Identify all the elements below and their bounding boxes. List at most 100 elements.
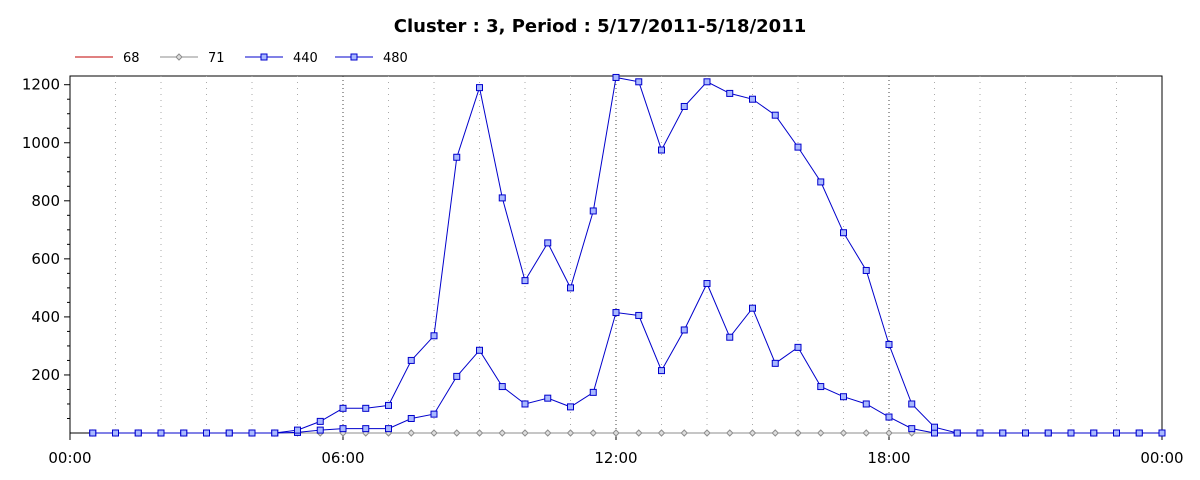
data-point-480 (999, 429, 1007, 437)
legend-label: 68 (123, 51, 140, 66)
data-point-71 (726, 429, 734, 437)
data-point-440 (771, 359, 779, 367)
data-point-480 (294, 426, 301, 434)
data-point-71 (839, 429, 848, 437)
y-tick-label: 800 (31, 192, 60, 210)
data-point-480 (476, 84, 483, 92)
data-point-440 (862, 400, 870, 408)
data-point-480 (1044, 429, 1052, 437)
data-point-440 (407, 414, 415, 422)
plot-area (69, 75, 1163, 434)
data-point-71 (475, 429, 484, 437)
data-point-440 (521, 400, 529, 408)
data-point-71 (771, 429, 779, 437)
x-tick-label: 06:00 (321, 449, 364, 467)
x-tick-label: 00:00 (1140, 449, 1183, 467)
legend-marker (350, 53, 358, 61)
data-point-440 (680, 326, 688, 334)
data-point-71 (748, 429, 757, 437)
data-point-480 (840, 229, 847, 237)
data-point-71 (794, 429, 802, 437)
data-point-480 (112, 429, 119, 437)
data-point-480 (1022, 429, 1029, 437)
data-point-480 (771, 111, 779, 119)
data-point-440 (544, 394, 552, 402)
data-point-71 (453, 429, 461, 437)
data-point-440 (908, 425, 916, 433)
legend-marker (175, 53, 183, 61)
data-point-440 (476, 346, 483, 354)
data-point-480 (225, 429, 233, 437)
data-point-480 (521, 277, 529, 285)
data-point-71 (635, 429, 643, 437)
series-line-480 (92, 76, 1162, 434)
data-point-71 (566, 429, 575, 437)
chart-title: Cluster : 3, Period : 5/17/2011-5/18/201… (394, 16, 807, 37)
data-point-440 (498, 383, 506, 391)
data-point-480 (544, 239, 552, 247)
data-point-440 (703, 280, 711, 288)
data-point-480 (862, 266, 870, 274)
data-point-71 (407, 429, 415, 437)
data-point-440 (339, 425, 347, 433)
data-point-71 (817, 429, 825, 437)
y-tick-label: 400 (31, 308, 60, 326)
data-point-480 (567, 284, 574, 292)
data-point-71 (703, 429, 711, 437)
data-point-480 (430, 332, 438, 340)
data-point-480 (453, 153, 461, 161)
series-480 (89, 73, 1166, 437)
data-point-480 (134, 429, 142, 437)
data-point-440 (794, 343, 802, 351)
data-point-480 (271, 429, 279, 437)
data-point-440 (635, 311, 643, 319)
data-point-480 (726, 89, 734, 97)
data-point-480 (908, 400, 916, 408)
y-tick-label: 1000 (22, 134, 60, 152)
data-point-440 (453, 372, 461, 380)
data-point-71 (589, 429, 597, 437)
data-point-480 (589, 207, 597, 215)
y-tick-label: 200 (31, 366, 60, 384)
data-point-480 (316, 417, 324, 425)
data-point-480 (931, 423, 938, 431)
data-point-480 (794, 143, 802, 151)
data-point-440 (885, 413, 893, 421)
data-point-440 (931, 429, 938, 437)
data-point-480 (612, 73, 620, 81)
data-point-71 (498, 429, 506, 437)
data-point-480 (885, 340, 893, 348)
data-point-71 (612, 429, 620, 437)
data-point-480 (1113, 429, 1120, 437)
data-point-480 (1135, 429, 1143, 437)
legend-item-440: 440 (245, 51, 318, 66)
data-point-71 (657, 429, 666, 437)
data-point-480 (817, 178, 825, 186)
data-point-480 (385, 401, 392, 409)
data-point-71 (885, 429, 893, 437)
data-point-480 (1090, 429, 1098, 437)
data-point-71 (430, 429, 438, 437)
data-point-480 (680, 102, 688, 110)
data-point-480 (658, 146, 665, 154)
data-point-71 (862, 429, 870, 437)
data-point-480 (362, 404, 370, 412)
data-point-480 (953, 429, 961, 437)
data-point-440 (362, 425, 370, 433)
data-point-480 (1067, 429, 1075, 437)
data-point-71 (544, 429, 552, 437)
y-tick-label: 1200 (22, 76, 60, 94)
data-point-440 (589, 388, 597, 396)
data-point-480 (407, 356, 415, 364)
x-tick-label: 12:00 (594, 449, 637, 467)
data-point-440 (726, 333, 734, 341)
data-point-440 (749, 304, 756, 312)
data-point-440 (316, 426, 324, 434)
data-point-440 (385, 425, 392, 433)
legend-label: 480 (383, 51, 408, 66)
data-point-440 (817, 383, 825, 391)
data-point-71 (521, 429, 529, 437)
axes: 200 400 600 800 1000 1200 00:00 06:00 12:00 18:00… (22, 76, 1184, 467)
data-point-480 (89, 429, 97, 437)
